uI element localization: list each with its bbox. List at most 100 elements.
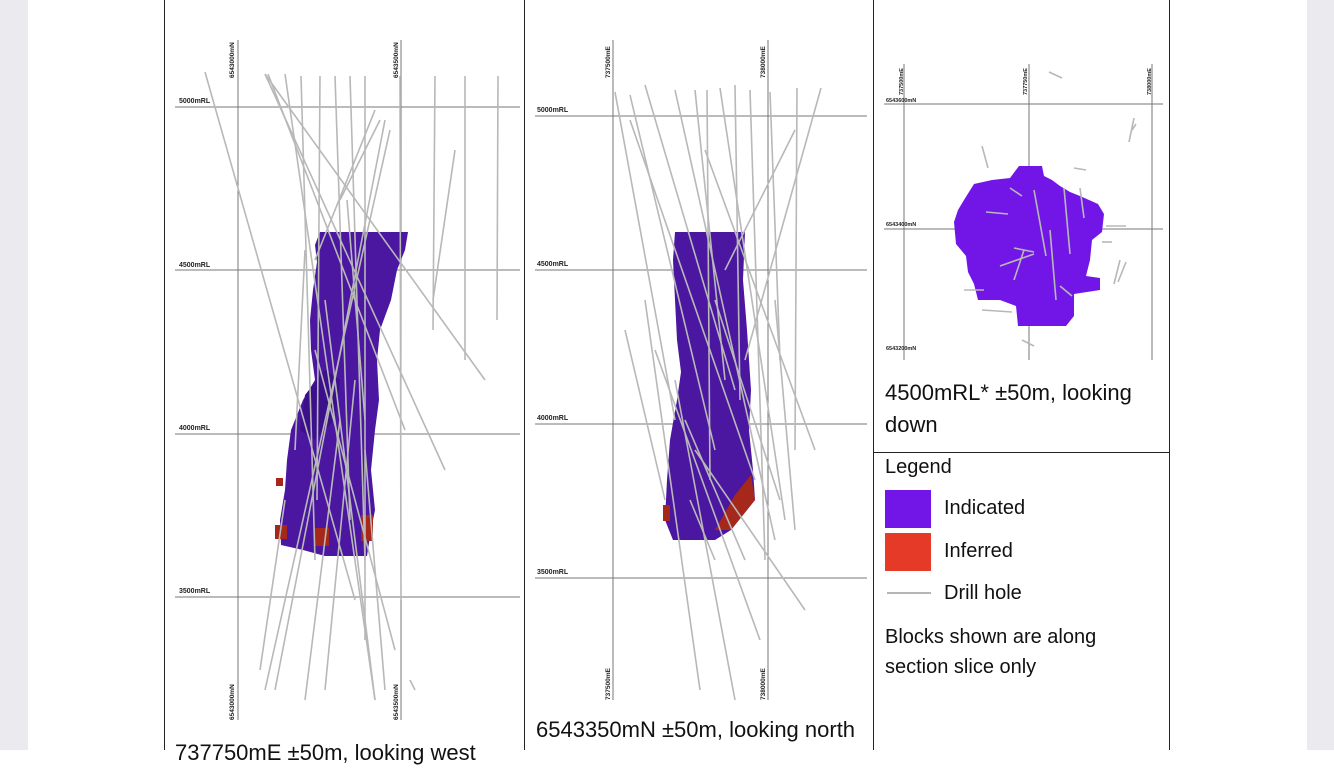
drill-hole (204, 71, 356, 601)
drill-hole (614, 91, 676, 421)
drill-hole (694, 89, 726, 381)
grid-label: 737750mE (1023, 68, 1029, 95)
drill-hole (629, 94, 716, 451)
drill-hole (334, 75, 351, 521)
drill-hole (985, 211, 1009, 215)
legend-indicated-label: Indicated (944, 497, 1026, 519)
inferred-swatch (885, 533, 931, 571)
drill-hole (304, 419, 341, 701)
drill-hole (264, 129, 391, 691)
drill-hole (364, 449, 386, 691)
drill-hole (1049, 229, 1057, 301)
drill-hole (981, 145, 989, 169)
drill-hole (724, 129, 796, 271)
drill-hole (324, 379, 356, 691)
drill-hole-line (887, 592, 931, 594)
left-gutter (0, 0, 29, 750)
drill-hole (689, 499, 716, 561)
drill-hole (644, 299, 701, 691)
grid-label: 6543000mN (229, 684, 236, 720)
rl-label: 5000mRL (537, 107, 569, 114)
drill-hole (769, 91, 781, 361)
drill-hole (794, 87, 798, 451)
drill-hole (1021, 339, 1035, 347)
drill-hole (314, 349, 396, 651)
drill-hole (981, 309, 1013, 313)
drill-hole (654, 349, 761, 641)
grid-label: 6543500mN (393, 42, 400, 78)
drill-hole (674, 89, 776, 541)
drill-hole (349, 75, 366, 561)
drill-hole (1113, 259, 1121, 285)
rl-label: 3500mRL (179, 588, 211, 595)
drill-hole (314, 109, 376, 261)
plan-view-caption-1: 4500mRL* ±50m, looking (885, 380, 1132, 405)
west-rl-labels: 5000mRL 4500mRL 4000mRL 3500mRL (179, 98, 211, 595)
table-border-right (1169, 0, 1170, 750)
drill-hole (399, 75, 402, 601)
west-indicated-blocks (280, 232, 408, 556)
section-west-caption: 737750mE ±50m, looking west (175, 740, 476, 765)
drill-hole (409, 679, 416, 691)
plan-view-figure: 737500mE 737750mE 738000mE 6543600mN 654… (874, 0, 1169, 370)
table-border-col3 (873, 0, 874, 750)
drill-hole (719, 87, 786, 521)
plan-indicated-blocks (954, 166, 1104, 326)
grid-label: 6543200mN (886, 346, 916, 352)
drill-hole (704, 149, 816, 451)
drill-hole (774, 299, 796, 531)
grid-label: 6543500mN (393, 684, 400, 720)
rl-label: 4500mRL (179, 262, 211, 269)
drill-hole (1079, 187, 1085, 219)
grid-label: 737500mE (605, 668, 612, 700)
drill-hole (1128, 117, 1135, 143)
drill-hole (694, 449, 806, 611)
rl-label: 4000mRL (179, 425, 211, 432)
drill-hole (267, 73, 406, 431)
drill-hole (744, 87, 822, 361)
rl-label: 3500mRL (537, 569, 569, 576)
indicated-swatch (885, 490, 931, 528)
grid-label: 738000mE (1147, 68, 1153, 95)
rl-label: 4500mRL (537, 261, 569, 268)
drill-hole (624, 329, 666, 501)
table-border-left (164, 0, 165, 750)
north-inferred-blocks (663, 475, 755, 530)
drill-hole (1059, 285, 1073, 297)
drill-hole (1131, 123, 1137, 131)
drill-hole (294, 249, 306, 451)
legend-note-line-2: section slice only (885, 656, 1037, 678)
legend-note-line-1: Blocks shown are along (885, 626, 1097, 648)
drill-hole (684, 419, 746, 561)
drill-hole (1063, 187, 1071, 255)
drill-hole (674, 379, 736, 701)
drill-hole (749, 89, 766, 561)
grid-label: 6543400mN (886, 222, 916, 228)
section-north-figure: 5000mRL 4500mRL 4000mRL 3500mRL 737500mE… (525, 0, 873, 716)
grid-label: 6543000mN (229, 42, 236, 78)
drill-hole (259, 499, 286, 671)
west-drill-holes (204, 71, 499, 701)
table-border-legend-top (873, 452, 1170, 453)
drill-hole (999, 253, 1035, 267)
legend-title: Legend (885, 456, 952, 478)
drill-hole (714, 299, 781, 501)
grid-label: 737500mE (605, 46, 612, 78)
drill-hole (496, 75, 499, 321)
grid-label: 738000mE (760, 46, 767, 78)
drill-hole (1073, 167, 1087, 171)
plan-drill-holes (964, 71, 1137, 347)
legend-inferred-label: Inferred (944, 540, 1013, 562)
north-drill-holes (614, 84, 822, 701)
drill-hole (629, 119, 756, 481)
drill-hole (346, 199, 366, 421)
drill-hole (1009, 187, 1023, 197)
rl-label: 5000mRL (179, 98, 211, 105)
legend-note: Blocks shown are along section slice onl… (885, 622, 1096, 682)
drill-hole (324, 299, 376, 701)
legend-drill-hole-label: Drill hole (944, 582, 1022, 604)
section-north-caption: 6543350mN ±50m, looking north (536, 717, 856, 742)
rl-label: 4000mRL (537, 415, 569, 422)
grid-label: 738000mE (760, 668, 767, 700)
drill-hole (432, 75, 436, 331)
